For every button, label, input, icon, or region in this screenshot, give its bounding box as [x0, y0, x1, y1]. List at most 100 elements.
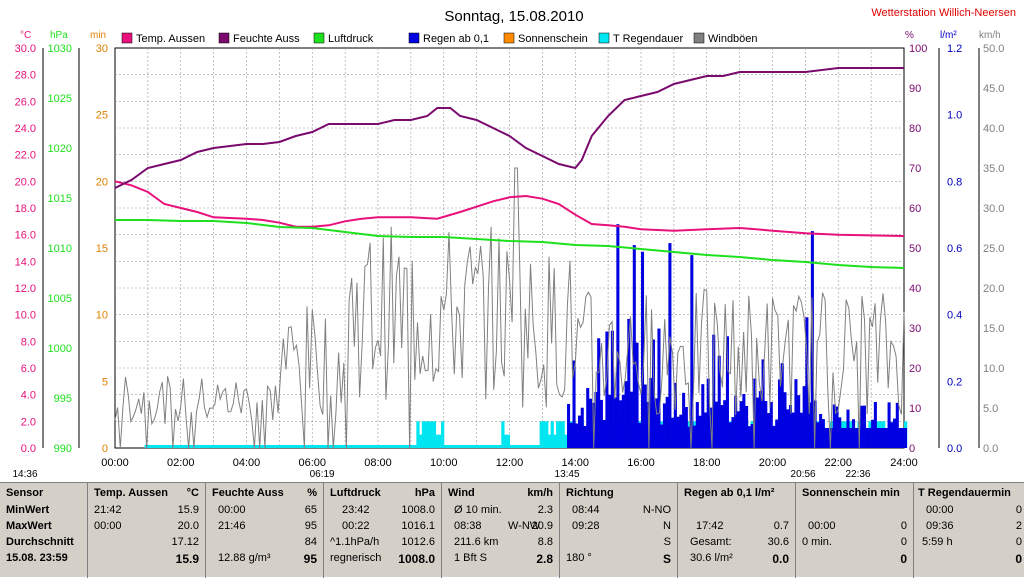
- rain-bar: [884, 428, 888, 448]
- sensor-column: Sensor MinWert MaxWert Durchschnitt 15.0…: [0, 483, 88, 578]
- rain-bar: [676, 416, 680, 448]
- rain-bar: [690, 255, 694, 448]
- temp-min: 21:42 15.9: [94, 504, 199, 516]
- rain-bar: [860, 405, 864, 448]
- pressure-column: Luftdruck hPa 23:42 1008.0 00:22 1016.1 ^1.…: [324, 483, 442, 578]
- wind-avg10: Ø 10 min. 2.3: [454, 504, 553, 516]
- minutes-axis-unit: min: [90, 30, 106, 41]
- rain-tick: 0.6: [947, 243, 962, 255]
- rain-duration-bar: [506, 434, 510, 448]
- rain-bar: [717, 355, 721, 448]
- rain-bar: [769, 401, 773, 448]
- time-tick: 08:00: [364, 457, 392, 469]
- pressure-tick: 995: [54, 393, 72, 405]
- humidity-tick: 100: [909, 43, 927, 55]
- humidity-avg: 84: [304, 536, 317, 548]
- temp-tick: 24.0: [15, 123, 36, 135]
- rain-bar: [599, 399, 603, 448]
- rain-bar: [742, 394, 746, 448]
- rain-axis-unit: l/m²: [940, 30, 957, 41]
- minutes-tick: 10: [96, 310, 108, 322]
- humidity-tick: 80: [909, 123, 921, 135]
- rain-bar: [657, 328, 661, 448]
- temp-avg: 17.12: [171, 536, 199, 548]
- time-marker: 20:56: [791, 469, 816, 480]
- rain-bar: [893, 418, 897, 448]
- rain-duration-bar: [424, 421, 428, 448]
- time-tick: 14:00: [561, 457, 589, 469]
- rain-duration-bar: [553, 434, 557, 448]
- current-label: 15.08. 23:59: [6, 552, 68, 564]
- pressure-max: 00:22 1016.1: [342, 520, 435, 532]
- rain-bar: [901, 428, 905, 448]
- pressure-current: regnerisch 1008.0: [330, 552, 435, 566]
- rain-bar: [745, 405, 749, 448]
- time-marker: 14:36: [12, 469, 37, 480]
- direction-current: 180 ° S: [566, 552, 671, 566]
- rain-bar: [621, 394, 625, 448]
- wind-axis-unit: km/h: [979, 30, 1001, 41]
- pressure-tick: 1015: [48, 193, 72, 205]
- rain-tick: 0.2: [947, 376, 962, 388]
- legend-label: Luftdruck: [328, 33, 374, 45]
- rain-bar: [651, 339, 655, 448]
- rain-bar: [643, 384, 647, 448]
- direction-avg: S: [663, 536, 671, 548]
- rain-bar: [624, 381, 628, 448]
- temp-tick: 28.0: [15, 70, 36, 82]
- temp-tick: 14.0: [15, 256, 36, 268]
- rain-bar: [756, 397, 760, 448]
- rain-duration-bar: [419, 434, 423, 448]
- wind-tick: 35.0: [983, 163, 1004, 175]
- rain-duration-baseline: [144, 445, 904, 448]
- time-tick: 16:00: [627, 457, 655, 469]
- rain-bar: [873, 401, 877, 448]
- legend-label: Windböen: [708, 33, 758, 45]
- minutes-tick: 30: [96, 43, 108, 55]
- rain-bar: [673, 382, 677, 448]
- humidity-axis-unit: %: [905, 30, 914, 41]
- rain-bar: [610, 330, 614, 448]
- rain-bar: [876, 428, 880, 448]
- minutes-tick: 5: [102, 376, 108, 388]
- rain-duration-bar: [430, 421, 434, 448]
- chart-title: Sonntag, 15.08.2010: [444, 8, 583, 25]
- rain-bar: [632, 245, 636, 448]
- wind-tick: 10.0: [983, 363, 1004, 375]
- temp-tick: 10.0: [15, 310, 36, 322]
- temp-tick: 26.0: [15, 96, 36, 108]
- direction-header: Richtung: [566, 487, 614, 499]
- humidity-max: 21:46 95: [218, 520, 317, 532]
- time-marker: 22:36: [845, 469, 870, 480]
- rain-bar: [780, 363, 784, 448]
- rain-bar: [682, 392, 686, 448]
- rain-bar: [704, 412, 708, 448]
- temp-max: 00:00 20.0: [94, 520, 199, 532]
- humidity-tick: 30: [909, 323, 921, 335]
- max-label: MaxWert: [6, 520, 52, 532]
- station-name: Wetterstation Willich-Neersen: [871, 7, 1016, 19]
- minutes-tick: 25: [96, 110, 108, 122]
- humidity-tick: 90: [909, 83, 921, 95]
- rain-bar: [865, 428, 869, 448]
- humidity-tick: 60: [909, 203, 921, 215]
- rain-bar: [805, 317, 809, 448]
- rain-bar: [649, 377, 653, 448]
- rain-duration-bar: [539, 421, 543, 448]
- rain-bar: [679, 414, 683, 448]
- rain-bar: [758, 391, 762, 448]
- legend-swatch: [121, 32, 133, 44]
- temp-tick: 0.0: [21, 443, 36, 455]
- legend-label: Regen ab 0,1: [423, 33, 489, 45]
- rain-bar: [616, 224, 620, 448]
- legend-label: Feuchte Auss: [233, 33, 300, 45]
- humidity-tick: 70: [909, 163, 921, 175]
- wind-tick: 5.0: [983, 403, 998, 415]
- legend-label: Temp. Aussen: [136, 33, 205, 45]
- rain-duration-min: 00:00 0: [926, 504, 1022, 516]
- temp-axis-unit: °C: [20, 30, 31, 41]
- rain-bar: [819, 413, 823, 448]
- pressure-tick: 1030: [48, 43, 72, 55]
- temp-tick: 18.0: [15, 203, 36, 215]
- rain-bar: [706, 378, 710, 448]
